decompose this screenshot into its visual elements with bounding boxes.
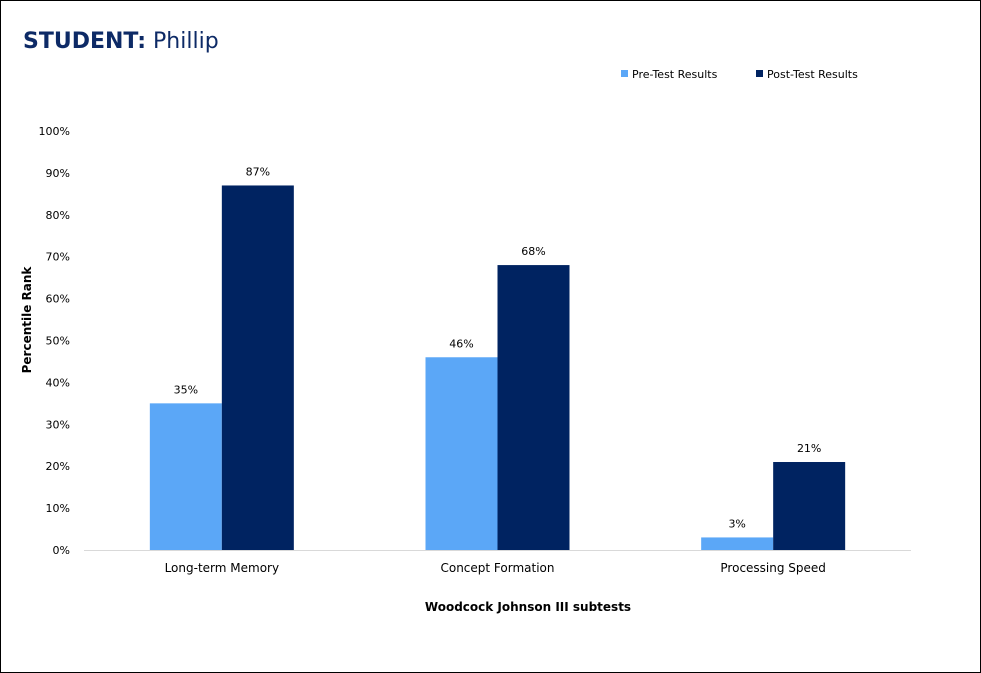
x-axis-ticks: Long-term Memory Concept Formation Process… xyxy=(165,561,826,575)
x-tick-label: Long-term Memory xyxy=(165,561,280,575)
y-tick-label: 20% xyxy=(46,460,70,473)
chart-title: STUDENT: Phillip xyxy=(23,29,219,54)
x-tick-label: Processing Speed xyxy=(720,561,826,575)
y-axis-ticks: 0% 10% 20% 30% 40% 50% 60% 70% 80% 90% 100% xyxy=(39,125,70,557)
y-tick-label: 10% xyxy=(46,502,70,515)
y-tick-label: 60% xyxy=(46,293,70,306)
legend-swatch xyxy=(621,70,628,77)
x-axis-title: Woodcock Johnson III subtests xyxy=(425,600,631,614)
legend: Pre-Test Results Post-Test Results xyxy=(621,68,858,81)
bar xyxy=(773,462,846,550)
bar xyxy=(221,185,294,550)
y-tick-label: 90% xyxy=(46,167,70,180)
y-tick-label: 80% xyxy=(46,209,70,222)
bars xyxy=(149,185,846,550)
y-tick-label: 70% xyxy=(46,251,70,264)
bar xyxy=(497,265,570,550)
legend-label: Pre-Test Results xyxy=(632,68,718,81)
bar-value-label: 87% xyxy=(246,165,270,178)
y-tick-label: 30% xyxy=(46,418,70,431)
data-labels: 35% 87% 46% 68% 3% 21% xyxy=(174,165,822,530)
bar xyxy=(701,537,774,550)
bar-value-label: 46% xyxy=(449,337,473,350)
y-axis-title: Percentile Rank xyxy=(20,266,34,374)
y-tick-label: 40% xyxy=(46,376,70,389)
x-tick-label: Concept Formation xyxy=(440,561,554,575)
y-tick-label: 0% xyxy=(53,544,70,557)
legend-swatch xyxy=(756,70,763,77)
bar xyxy=(425,357,498,550)
legend-label: Post-Test Results xyxy=(767,68,858,81)
y-tick-label: 50% xyxy=(46,335,70,348)
title-student-name: Phillip xyxy=(153,29,219,54)
bar-value-label: 35% xyxy=(174,383,198,396)
bar-value-label: 68% xyxy=(521,245,545,258)
title-label: STUDENT: xyxy=(23,29,147,54)
bar xyxy=(149,403,222,550)
bar-value-label: 21% xyxy=(797,442,821,455)
y-tick-label: 100% xyxy=(39,125,70,138)
bar-value-label: 3% xyxy=(728,517,745,530)
